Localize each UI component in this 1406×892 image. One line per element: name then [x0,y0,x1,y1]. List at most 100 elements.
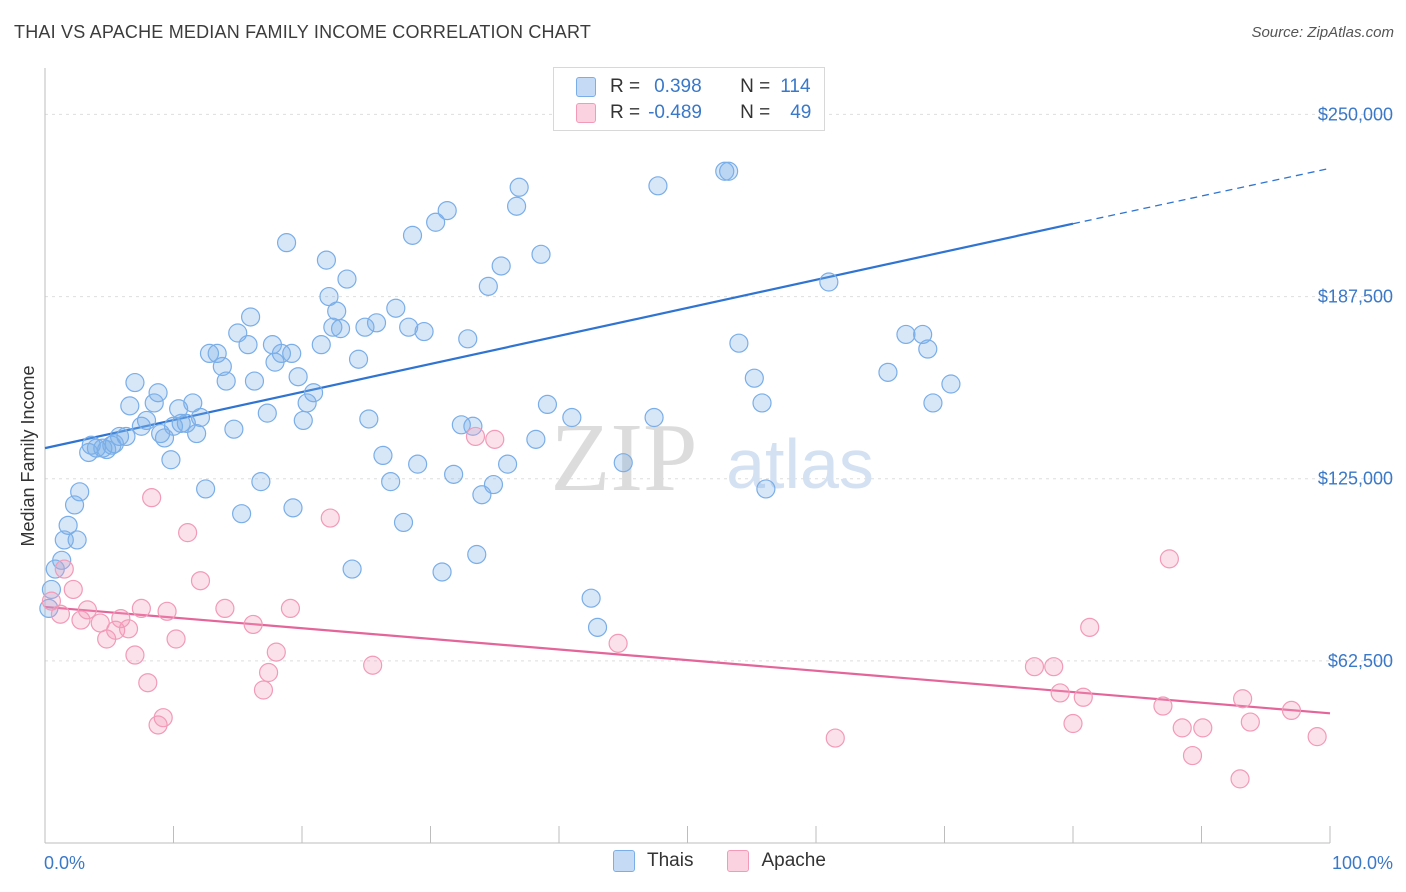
legend-swatch-thais [576,77,596,97]
point-thais [311,335,331,355]
point-thais [819,272,839,292]
point-apache [1063,713,1083,734]
y-tick-labels: $62,500 $125,000 $187,500 $250,000 [1318,104,1393,670]
point-apache [485,429,505,449]
point-thais [125,372,145,393]
point-thais [212,356,232,377]
point-thais [506,196,527,216]
point-thais [67,530,87,550]
point-thais [293,410,313,431]
point-thais [491,256,511,276]
point-apache [243,614,263,635]
y-tick-label: $187,500 [1318,287,1393,307]
point-thais [467,544,487,565]
point-thais [241,307,261,327]
point-apache [1182,745,1203,766]
point-apache [266,642,286,662]
y-tick-label: $250,000 [1318,104,1393,124]
point-thais [426,212,446,232]
point-apache [280,598,301,619]
point-thais [276,233,297,253]
series-legend-thais[interactable]: Thais [613,850,693,872]
point-thais [171,413,191,433]
legend-n-value: 49 [790,102,812,123]
point-thais [216,371,236,391]
point-apache [118,619,139,639]
point-thais [509,177,529,197]
point-thais [131,416,151,436]
point-apache [131,598,151,619]
point-thais [613,453,633,473]
legend-n-label: N = [740,102,771,123]
point-thais [644,407,664,428]
watermark: ZIP atlas [551,404,874,512]
point-thais [176,413,196,433]
point-thais [408,454,428,474]
legend-r-value: 0.398 [654,76,702,97]
legend-n-value: 114 [780,76,811,97]
stats-legend: R = 0.398 N = 114 R = -0.489 N = 49 [553,67,825,131]
trend-line-thais-extension [1072,167,1331,225]
point-thais [238,335,258,355]
point-thais [330,319,351,339]
point-apache [363,655,383,675]
x-tick-label: 100.0% [1332,853,1393,873]
point-thais [282,343,302,363]
point-thais [355,317,375,337]
points [39,161,1327,789]
point-thais [283,498,303,518]
point-thais [288,367,308,387]
point-apache [63,579,83,600]
y-axis-label: Median Family Income [18,365,38,546]
point-thais [348,349,369,369]
point-thais [199,343,220,363]
x-tick-label: 0.0% [44,853,85,873]
point-thais [414,321,434,342]
point-thais [109,426,130,447]
point-thais [918,339,938,359]
point-apache [1159,549,1179,569]
point-apache [1153,696,1173,716]
legend-n-label: N = [740,76,771,97]
point-apache [41,591,62,611]
point-apache [142,488,162,508]
point-apache [54,559,74,579]
point-thais [58,515,78,535]
legend-r-label: R = [610,102,641,123]
point-apache [253,680,274,700]
watermark-atlas: atlas [726,425,874,503]
point-thais [719,161,739,181]
point-apache [153,708,173,728]
point-thais [458,329,478,349]
point-thais [187,423,207,444]
point-apache [608,633,628,653]
point-thais [444,464,464,484]
point-apache [825,728,845,748]
series-legend-apache[interactable]: Apache [727,850,826,872]
point-thais [224,419,244,439]
point-apache [1024,657,1045,677]
point-apache [1193,718,1213,738]
point-apache [178,523,198,543]
point-thais [729,333,749,353]
point-apache [1073,687,1093,707]
point-thais [437,201,457,221]
legend-r-value: -0.489 [648,102,702,123]
trend-line-thais [44,222,1074,450]
point-thais [648,176,668,196]
point-apache [77,600,98,620]
point-thais [393,512,414,533]
series-legend: Thais Apache [613,850,860,872]
point-thais [562,407,582,428]
point-apache [71,610,91,630]
legend-row-apache: R = -0.489 N = 49 [576,101,811,125]
point-thais [756,479,776,499]
point-thais [342,559,362,579]
point-thais [537,394,558,414]
series-swatch-apache [727,850,750,872]
point-thais [337,269,357,289]
point-thais [399,317,419,337]
point-apache [1172,718,1192,738]
y-tick-label: $125,000 [1318,469,1393,489]
